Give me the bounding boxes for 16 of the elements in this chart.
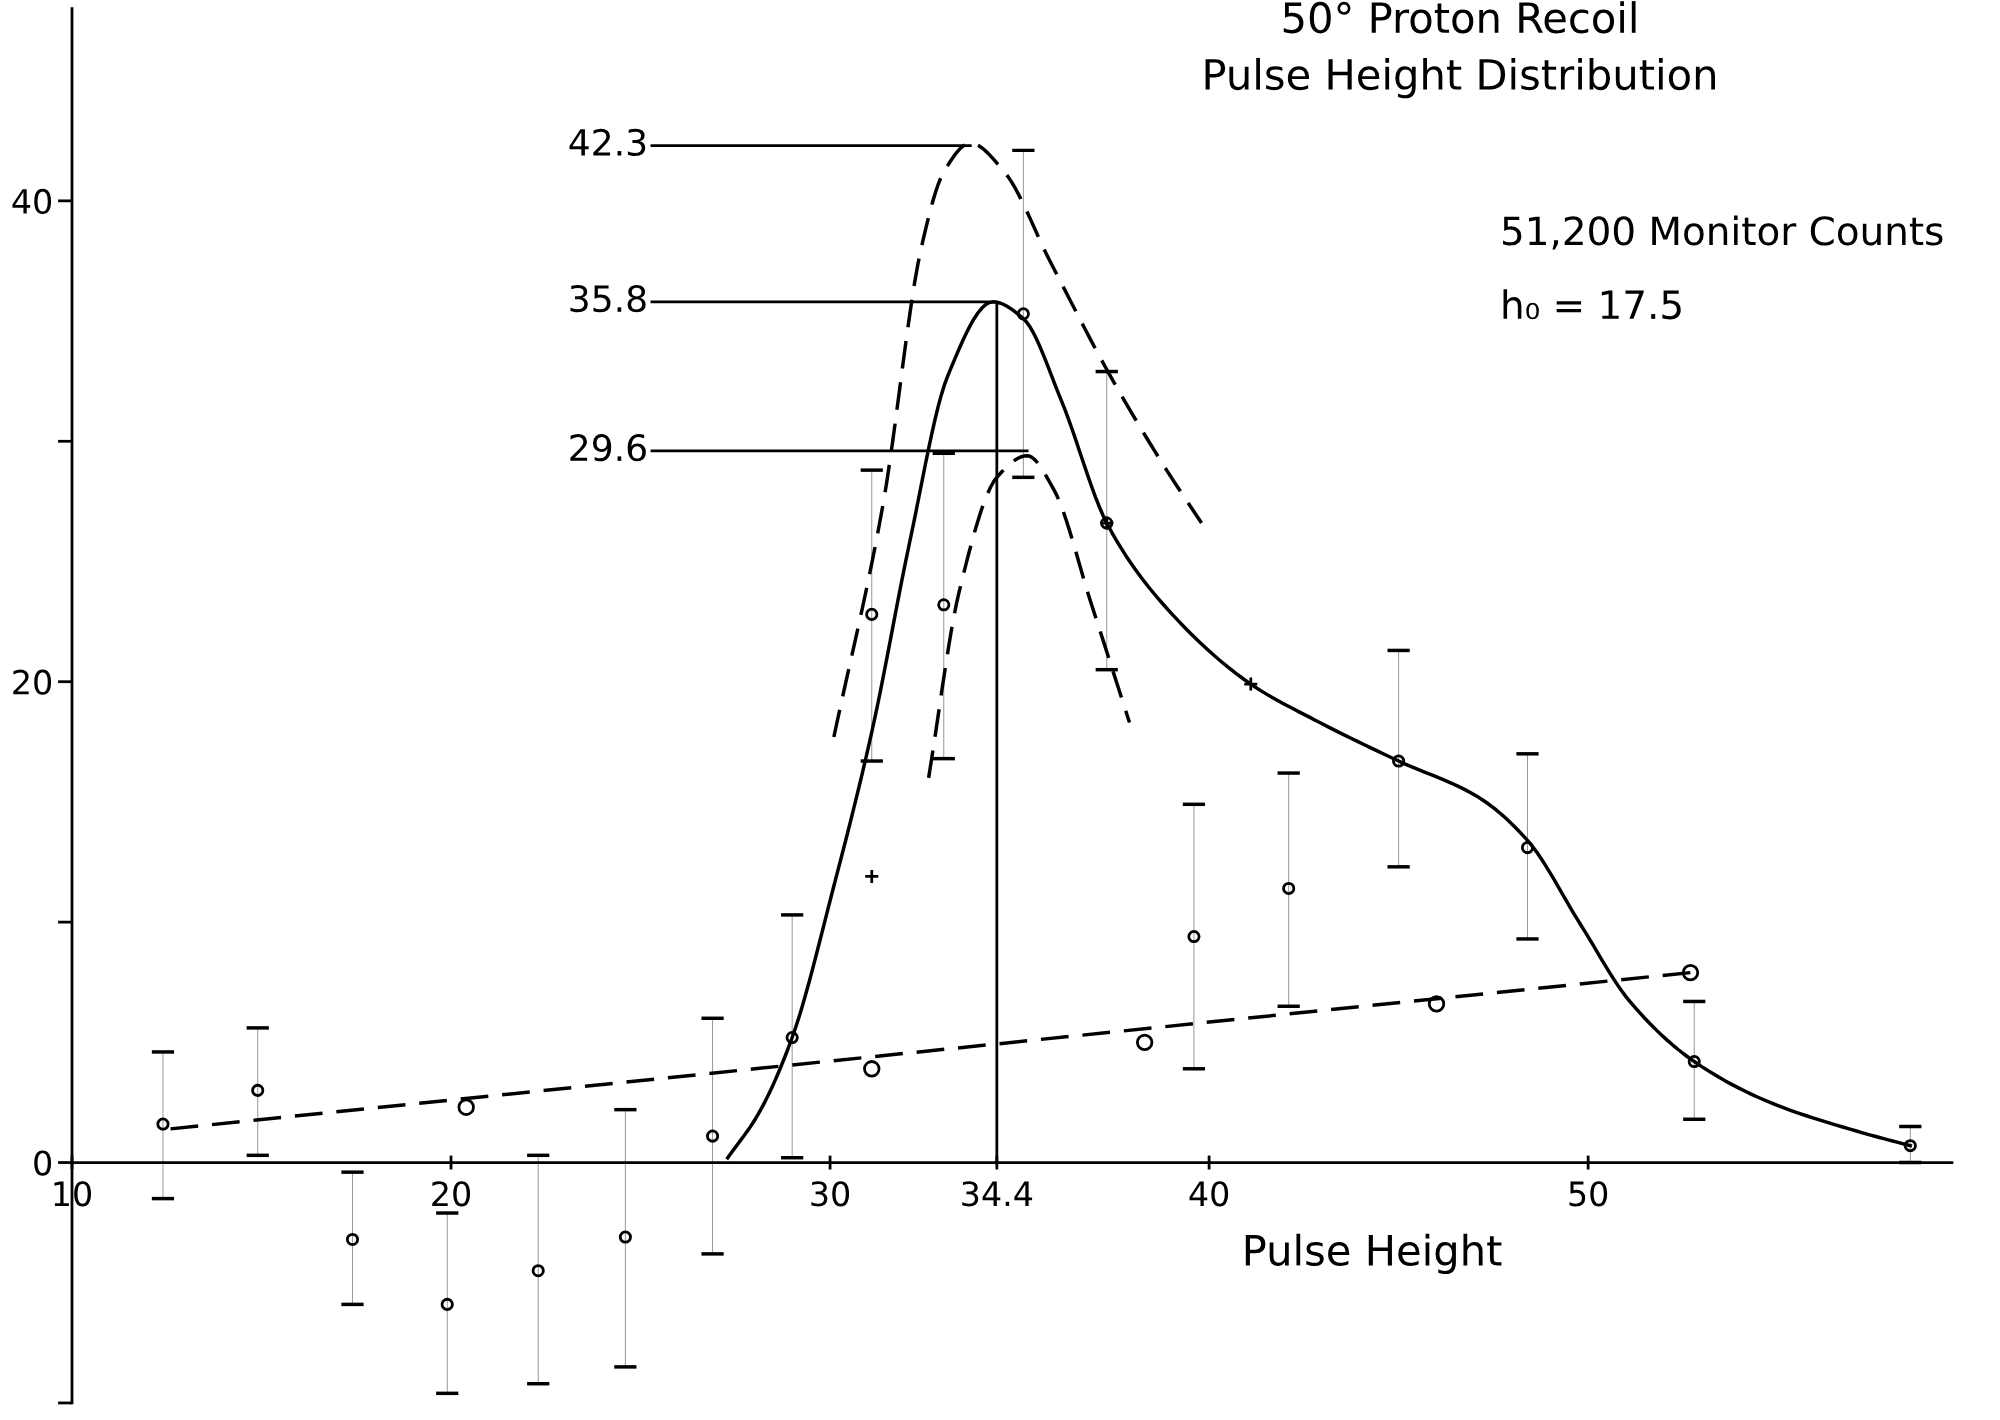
x-tick-label: 30 (811, 1181, 850, 1207)
x-tick-label: 34.4 (962, 1181, 1033, 1207)
y-tick-label: 40 (12, 188, 52, 214)
annotation: 35.8 (570, 285, 646, 313)
x-axis-title: Pulse Height (1245, 1233, 1502, 1275)
text: Pulse Height Distribution (1205, 57, 1715, 99)
annotation: 29.6 (570, 434, 646, 462)
annotation: 51,200 Monitor Counts (1503, 215, 1943, 250)
chart-title: 50° Proton Recoil (1283, 1, 1636, 34)
annotation: 42.3 (569, 128, 646, 157)
x-tick-label: 40 (1189, 1181, 1229, 1207)
y-tick-label: 0 (34, 1150, 52, 1176)
x-tick-label: 20 (432, 1181, 471, 1207)
y-tick-label: 20 (13, 669, 52, 695)
annotation: h₀ = 17.5 (1503, 289, 1681, 320)
x-tick-label: 50 (1569, 1181, 1608, 1207)
